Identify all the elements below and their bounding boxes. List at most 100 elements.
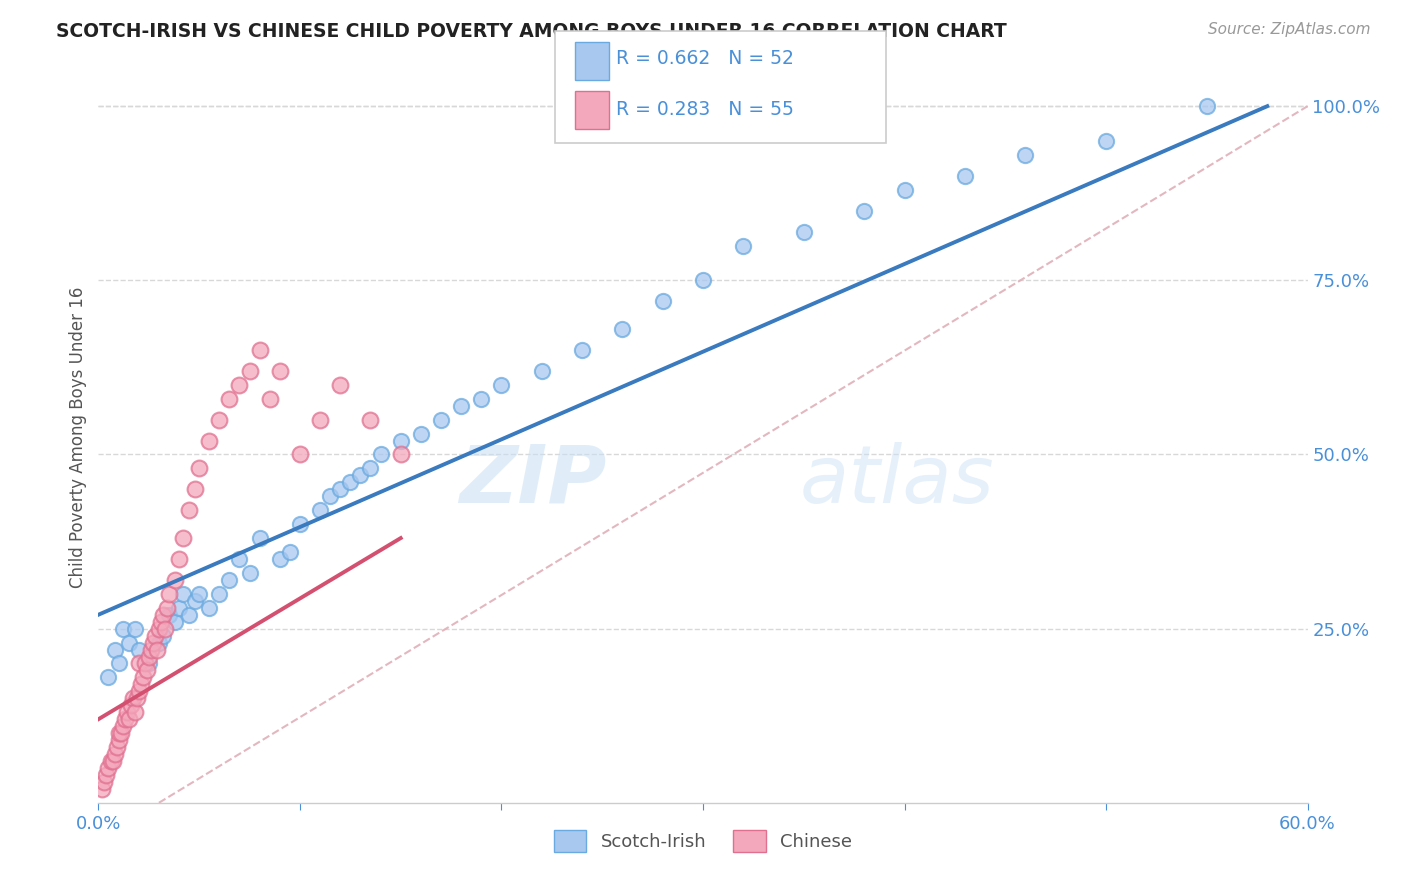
Point (148, 622, 170, 636)
Point (329, 483, 352, 497)
Point (389, 434, 412, 448)
Point (135, 664, 157, 678)
Text: R = 0.283   N = 55: R = 0.283 N = 55 (616, 100, 794, 119)
Point (491, 377, 513, 392)
Point (309, 412, 332, 426)
Point (128, 657, 150, 671)
Point (1195, 99, 1218, 113)
Text: atlas: atlas (800, 442, 994, 520)
Point (107, 726, 129, 740)
Point (152, 629, 174, 643)
Point (167, 552, 190, 566)
Point (139, 642, 162, 657)
Point (249, 343, 271, 357)
Point (125, 691, 148, 706)
Point (228, 377, 250, 392)
Point (114, 712, 136, 726)
Point (188, 461, 211, 475)
Text: SCOTCH-IRISH VS CHINESE CHILD POVERTY AMONG BOYS UNDER 16 CORRELATION CHART: SCOTCH-IRISH VS CHINESE CHILD POVERTY AM… (56, 22, 1007, 41)
Point (179, 503, 201, 517)
Point (370, 448, 392, 462)
Point (349, 468, 371, 483)
Point (96, 768, 118, 782)
Point (184, 483, 207, 497)
Point (288, 448, 311, 462)
Point (110, 726, 132, 740)
Point (893, 183, 915, 197)
Point (111, 622, 134, 636)
Text: Source: ZipAtlas.com: Source: ZipAtlas.com (1208, 22, 1371, 37)
Point (142, 635, 165, 649)
Point (107, 733, 129, 747)
Point (115, 705, 138, 719)
Point (259, 392, 281, 406)
Point (184, 594, 207, 608)
Point (470, 392, 492, 406)
Point (97, 761, 120, 775)
Point (128, 684, 150, 698)
Point (91, 781, 114, 796)
Point (118, 712, 141, 726)
Point (148, 635, 170, 649)
Point (389, 448, 412, 462)
Point (430, 412, 453, 426)
Legend: Scotch-Irish, Chinese: Scotch-Irish, Chinese (547, 823, 859, 860)
Point (128, 642, 150, 657)
Point (97, 670, 120, 684)
Point (143, 629, 166, 643)
Point (450, 399, 472, 413)
Point (853, 203, 876, 218)
Point (269, 552, 291, 566)
Point (129, 677, 152, 691)
Point (339, 475, 361, 490)
Point (124, 705, 146, 719)
Point (218, 392, 240, 406)
Point (228, 552, 250, 566)
Point (138, 657, 160, 671)
Point (103, 747, 125, 761)
Point (249, 531, 271, 545)
Point (1095, 134, 1118, 148)
Point (651, 294, 673, 309)
Point (163, 615, 186, 629)
Point (157, 587, 180, 601)
Point (111, 719, 134, 733)
Point (329, 377, 352, 392)
Point (153, 622, 176, 636)
Point (239, 566, 262, 580)
Point (360, 412, 382, 426)
Point (208, 587, 231, 601)
Point (953, 169, 976, 183)
Point (612, 322, 634, 336)
Point (121, 691, 143, 706)
Point (208, 412, 231, 426)
Point (309, 503, 332, 517)
Point (120, 698, 142, 713)
Point (138, 649, 160, 664)
Point (1014, 148, 1036, 162)
Point (269, 364, 291, 378)
Point (188, 587, 211, 601)
Point (198, 600, 221, 615)
Point (288, 517, 311, 532)
Point (101, 754, 124, 768)
Y-axis label: Child Poverty Among Boys Under 16: Child Poverty Among Boys Under 16 (69, 286, 87, 588)
Point (118, 635, 141, 649)
Point (172, 587, 194, 601)
Point (132, 670, 155, 684)
Point (93, 775, 115, 789)
Point (146, 642, 169, 657)
Point (157, 607, 180, 622)
Point (530, 364, 553, 378)
Point (319, 489, 342, 503)
Point (163, 573, 186, 587)
Point (167, 600, 190, 615)
Text: R = 0.662   N = 52: R = 0.662 N = 52 (616, 49, 794, 68)
Point (149, 615, 172, 629)
Point (218, 573, 240, 587)
Point (124, 622, 146, 636)
Point (172, 531, 194, 545)
Point (692, 273, 714, 287)
Point (105, 740, 128, 755)
Point (793, 225, 815, 239)
